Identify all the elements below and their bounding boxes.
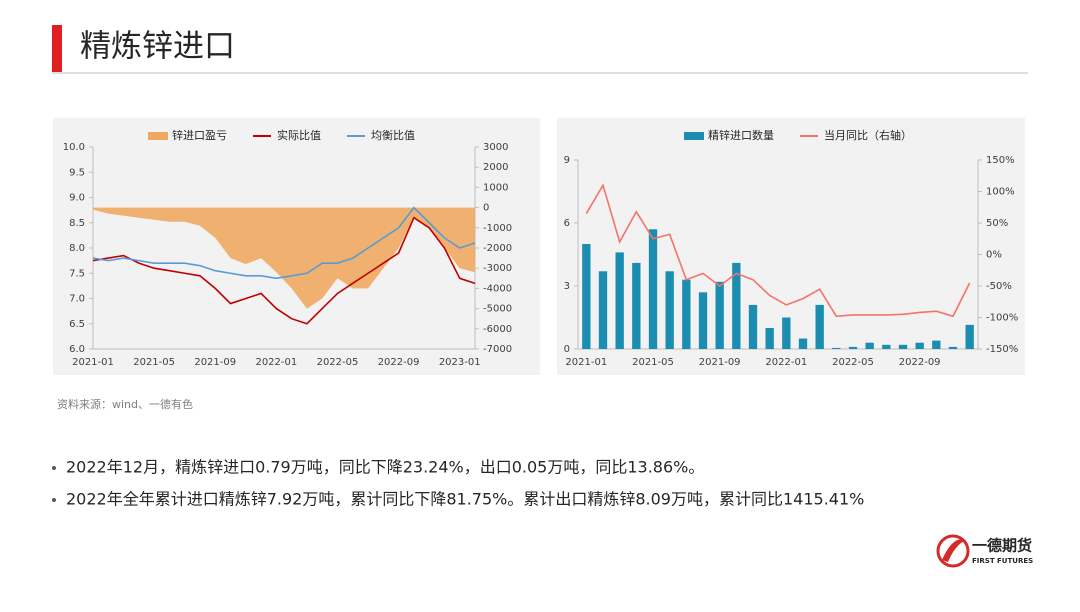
x-tick-label: 2022-09 bbox=[378, 357, 420, 368]
x-tick-label: 2021-01 bbox=[72, 357, 114, 368]
bar bbox=[682, 279, 691, 349]
line bbox=[585, 183, 971, 318]
bar bbox=[765, 328, 774, 349]
bar bbox=[732, 262, 741, 349]
y2-tick-label: -3000 bbox=[483, 263, 512, 274]
bar bbox=[698, 292, 708, 349]
y-tick-label: 7.0 bbox=[69, 294, 85, 305]
y2-tick-label: -1000 bbox=[483, 223, 512, 234]
bar bbox=[782, 317, 791, 349]
x-tick-label: 2022-09 bbox=[899, 357, 941, 368]
source-note: 资料来源：wind、一德有色 bbox=[57, 397, 193, 411]
bar bbox=[965, 324, 974, 349]
bar bbox=[715, 281, 724, 349]
line bbox=[92, 206, 476, 280]
y2-tick-label: 0 bbox=[483, 203, 489, 214]
bullet-text: 2022年全年累计进口精炼锌7.92万吨，累计同比下降81.75%。累计出口精炼… bbox=[66, 490, 864, 509]
y-tick-label: 9 bbox=[564, 155, 570, 166]
bullet-dot bbox=[52, 498, 56, 502]
y2-tick-label: 0% bbox=[986, 250, 1002, 261]
legend-label: 均衡比值 bbox=[371, 129, 415, 142]
y2-tick-label: -100% bbox=[986, 313, 1018, 324]
bullet-dot bbox=[52, 466, 56, 470]
y-tick-label: 0 bbox=[564, 344, 570, 355]
line bbox=[92, 216, 476, 325]
y2-tick-label: 1000 bbox=[483, 182, 508, 193]
bar bbox=[615, 252, 624, 349]
x-tick-label: 2021-05 bbox=[133, 357, 175, 368]
title-accent bbox=[52, 25, 62, 72]
logo-name: 一德期货 bbox=[972, 537, 1032, 555]
y2-tick-label: -50% bbox=[986, 281, 1012, 292]
y-tick-label: 9.0 bbox=[69, 193, 85, 204]
x-tick-label: 2021-01 bbox=[565, 357, 607, 368]
bar bbox=[932, 340, 941, 349]
chart-panel bbox=[557, 118, 1025, 375]
y2-tick-label: -150% bbox=[986, 344, 1018, 355]
legend-swatch bbox=[148, 132, 168, 140]
x-tick-label: 2022-05 bbox=[317, 357, 359, 368]
x-tick-label: 2022-05 bbox=[832, 357, 874, 368]
y-tick-label: 6 bbox=[564, 218, 570, 229]
legend-label: 精锌进口数量 bbox=[708, 128, 774, 142]
bar bbox=[598, 271, 608, 349]
y2-tick-label: 150% bbox=[986, 155, 1015, 166]
logo-subtitle: FIRST FUTURES bbox=[972, 557, 1033, 565]
y-tick-label: 10.0 bbox=[63, 142, 85, 153]
y-tick-label: 9.5 bbox=[69, 167, 85, 178]
logo: 一德期货 FIRST FUTURES bbox=[936, 534, 1033, 568]
bar bbox=[815, 304, 824, 349]
y2-tick-label: -7000 bbox=[483, 344, 512, 355]
x-tick-label: 2021-09 bbox=[194, 357, 236, 368]
bar bbox=[798, 338, 808, 349]
bar bbox=[848, 346, 858, 349]
x-tick-label: 2021-09 bbox=[699, 357, 741, 368]
y2-tick-label: -4000 bbox=[483, 283, 512, 294]
bar bbox=[882, 344, 891, 349]
y2-tick-label: -2000 bbox=[483, 243, 512, 254]
area bbox=[93, 207, 475, 309]
bar bbox=[948, 346, 958, 349]
legend-label: 实际比值 bbox=[277, 128, 321, 142]
y2-tick-label: 2000 bbox=[483, 162, 508, 173]
slide-title: 精炼锌进口 bbox=[80, 29, 235, 65]
y2-tick-label: 3000 bbox=[483, 142, 508, 153]
bar bbox=[898, 344, 908, 349]
bar bbox=[865, 342, 874, 349]
logo-icon bbox=[936, 534, 970, 568]
bar bbox=[582, 244, 591, 349]
bar bbox=[665, 271, 674, 349]
y-tick-label: 6.0 bbox=[69, 344, 85, 355]
legend-label: 当月同比（右轴） bbox=[824, 128, 912, 142]
x-tick-label: 2021-05 bbox=[632, 357, 674, 368]
legend-swatch bbox=[684, 132, 704, 140]
y-tick-label: 3 bbox=[564, 281, 570, 292]
x-tick-label: 2023-01 bbox=[439, 357, 481, 368]
x-tick-label: 2022-01 bbox=[765, 357, 807, 368]
bar bbox=[832, 347, 841, 349]
y-tick-label: 6.5 bbox=[69, 319, 85, 330]
y-tick-label: 8.0 bbox=[69, 243, 85, 254]
y2-tick-label: 50% bbox=[986, 218, 1008, 229]
logo-icon bbox=[942, 539, 966, 562]
y2-tick-label: 100% bbox=[986, 187, 1015, 198]
y-tick-label: 7.5 bbox=[69, 268, 85, 279]
y2-tick-label: -5000 bbox=[483, 304, 512, 315]
bar bbox=[748, 304, 758, 349]
bar bbox=[632, 262, 641, 349]
y-tick-label: 8.5 bbox=[69, 218, 85, 229]
bar bbox=[915, 342, 924, 349]
y2-tick-label: -6000 bbox=[483, 324, 512, 335]
bar bbox=[648, 229, 658, 349]
legend-label: 锌进口盈亏 bbox=[172, 128, 227, 142]
x-tick-label: 2022-01 bbox=[255, 357, 297, 368]
bullet-text: 2022年12月，精炼锌进口0.79万吨，同比下降23.24%，出口0.05万吨… bbox=[66, 458, 704, 477]
